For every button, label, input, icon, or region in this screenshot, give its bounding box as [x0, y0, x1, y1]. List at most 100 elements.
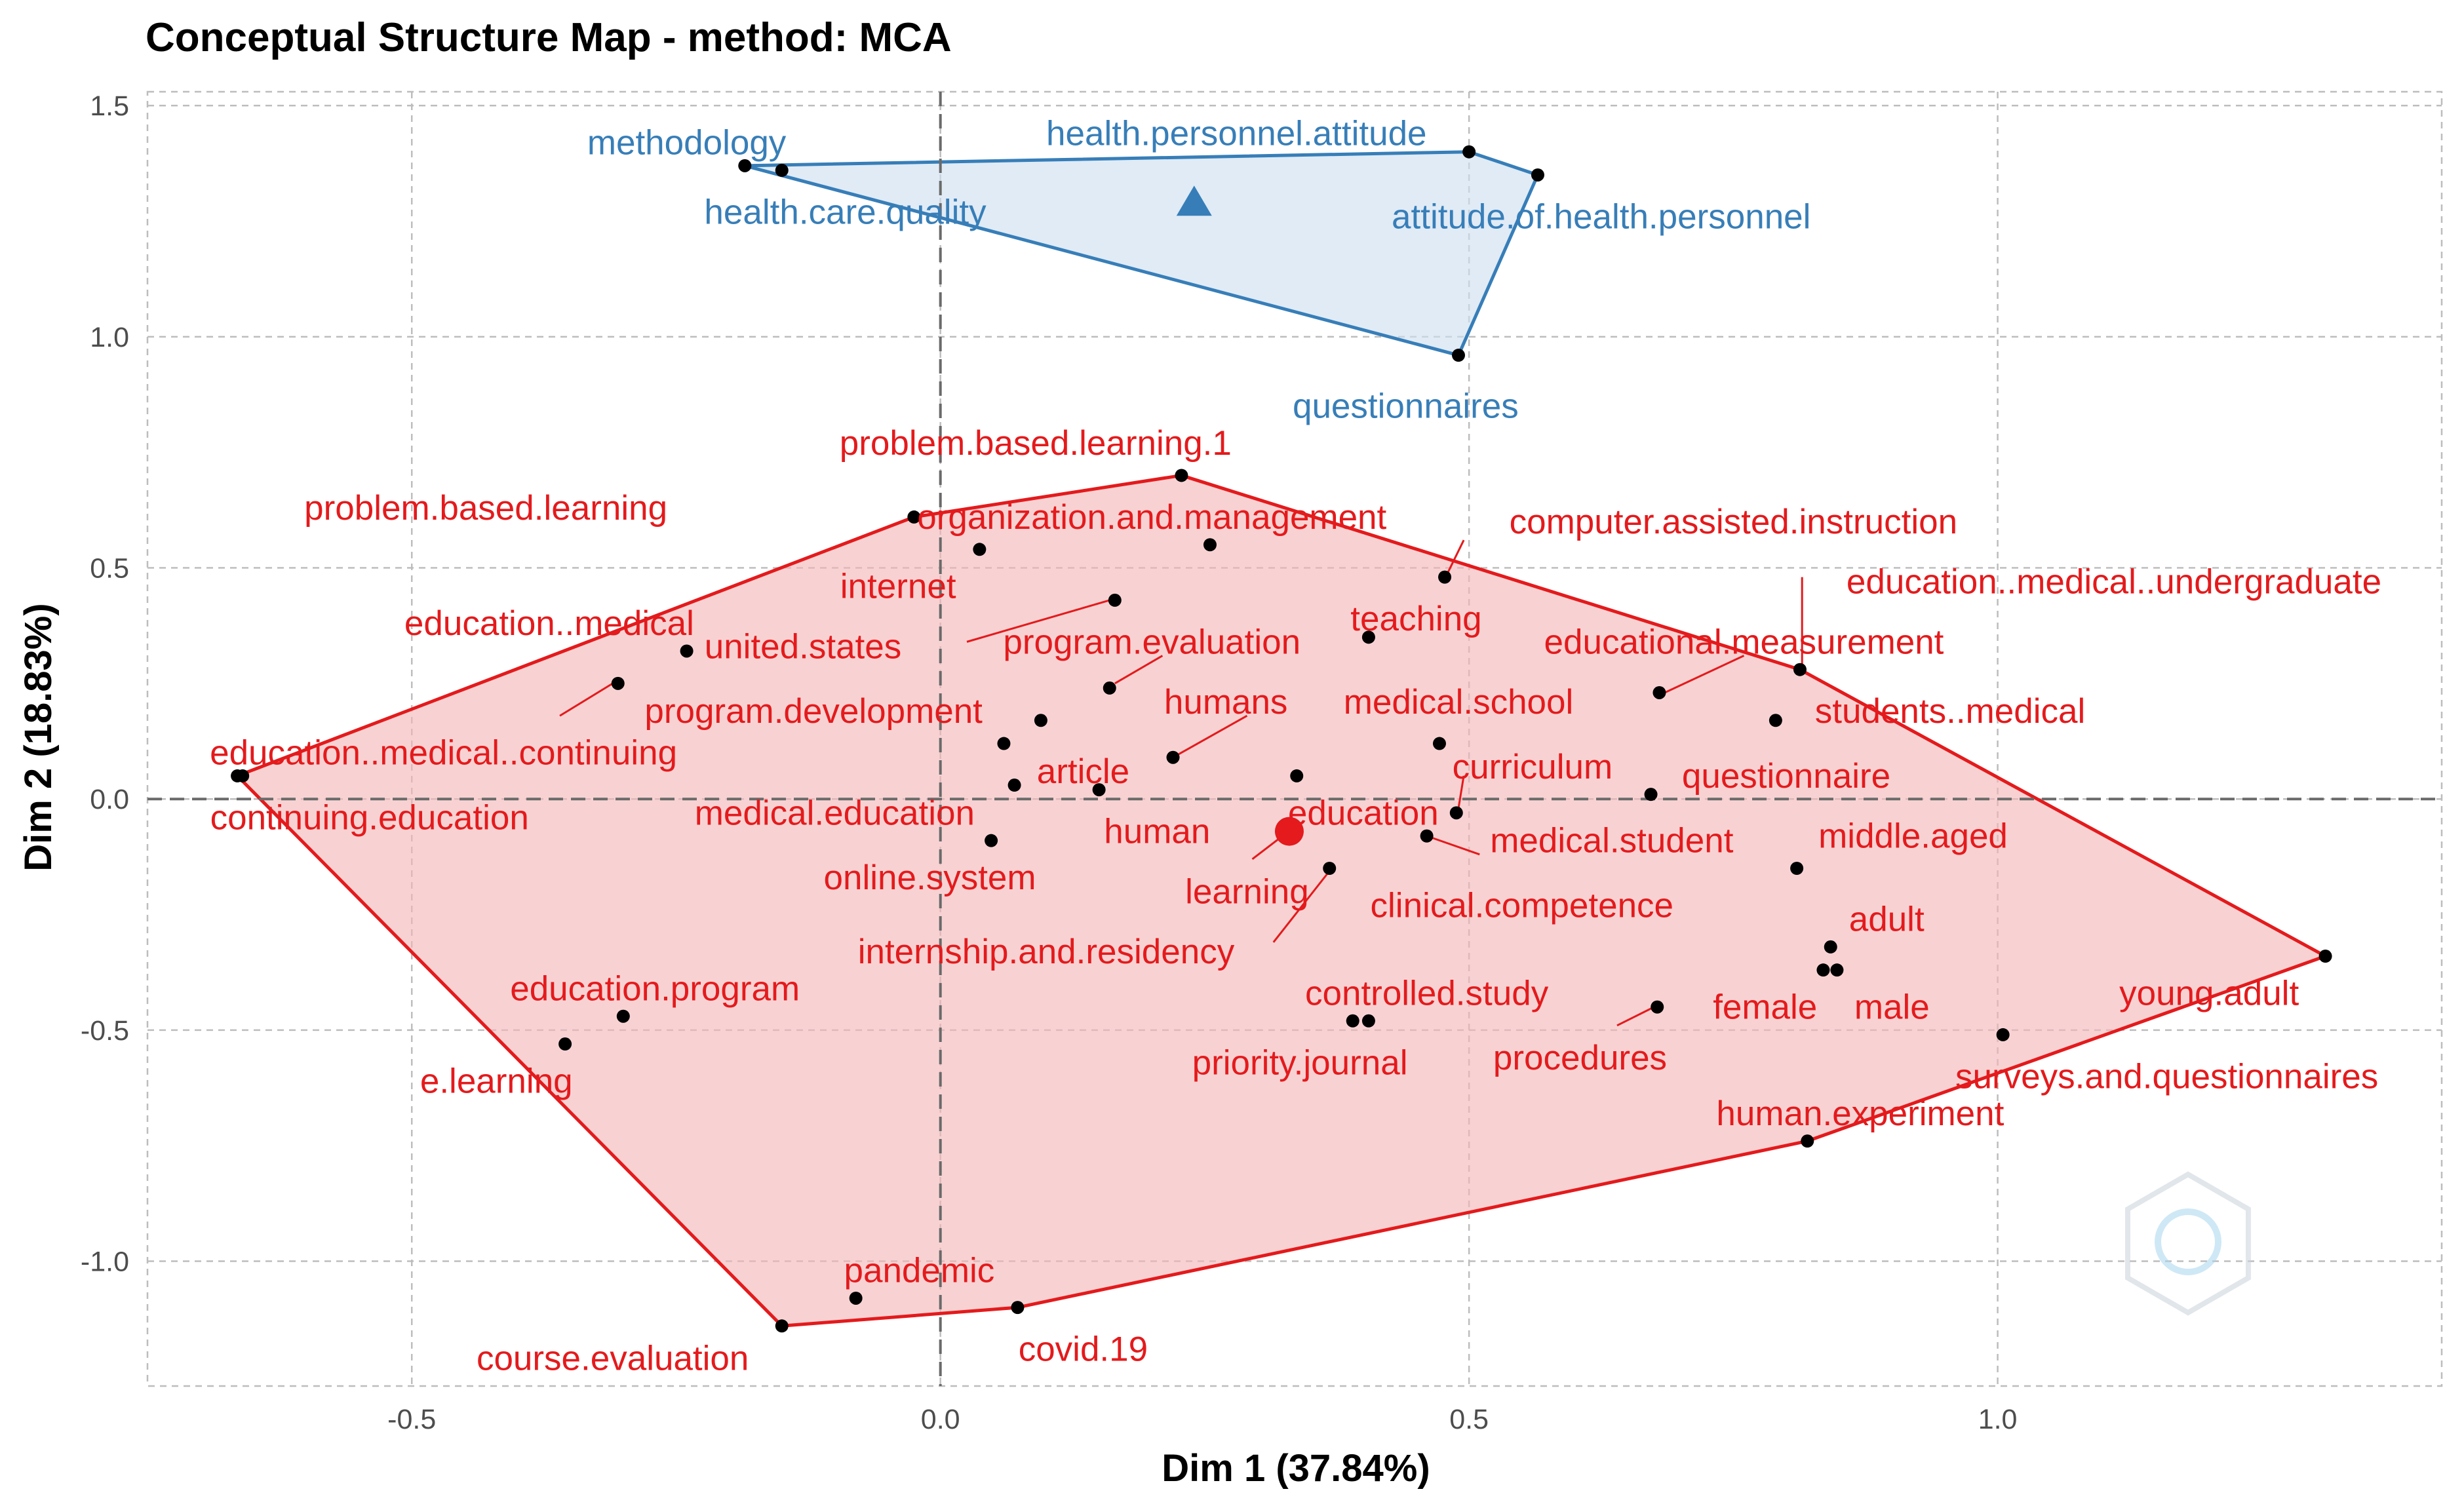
x-tick-label: 0.0 — [921, 1404, 960, 1435]
data-point — [1769, 714, 1782, 727]
x-tick-label: -0.5 — [387, 1404, 436, 1435]
data-point — [1462, 145, 1476, 159]
point-label: e.learning — [420, 1062, 573, 1100]
data-point — [1203, 538, 1217, 552]
data-point — [558, 1037, 572, 1051]
data-point — [1011, 1301, 1025, 1315]
point-label: medical.education — [695, 794, 975, 832]
data-point — [1793, 663, 1807, 676]
point-label: priority.journal — [1192, 1043, 1408, 1082]
point-label: middle.aged — [1818, 817, 2008, 856]
point-label: health.personnel.attitude — [1046, 114, 1427, 153]
data-point — [1644, 788, 1658, 801]
point-label: male — [1854, 988, 1930, 1027]
data-point — [1531, 168, 1544, 182]
point-label: human.experiment — [1716, 1094, 2004, 1133]
y-tick-label: 0.0 — [90, 784, 129, 815]
data-point — [2318, 950, 2332, 963]
point-label: clinical.competence — [1371, 886, 1674, 925]
point-label: education.program — [510, 969, 800, 1008]
data-point — [1432, 737, 1446, 750]
point-label: students..medical — [1815, 692, 2085, 731]
data-point — [1824, 940, 1837, 954]
data-point — [1816, 963, 1830, 977]
point-label: human — [1104, 813, 1210, 851]
point-label: problem.based.learning.1 — [840, 424, 1232, 463]
data-point — [1652, 685, 1666, 699]
data-point — [997, 737, 1011, 750]
data-point — [1449, 806, 1463, 820]
data-point — [1034, 714, 1047, 727]
point-label: article — [1037, 752, 1129, 791]
label-leader-line — [1172, 714, 1248, 759]
data-point — [775, 1319, 789, 1333]
label-leader-line — [1272, 868, 1333, 943]
point-label: internship.and.residency — [858, 933, 1235, 971]
point-label: adult — [1849, 900, 1925, 939]
point-label: problem.based.learning — [304, 489, 667, 528]
y-axis-title: Dim 2 (18.83%) — [17, 603, 60, 871]
point-label: medical.student — [1490, 822, 1733, 860]
label-leader-line — [1447, 539, 1465, 573]
data-point — [236, 769, 250, 782]
data-point — [738, 159, 752, 172]
data-point — [1830, 963, 1844, 977]
point-label: learning — [1185, 872, 1309, 911]
cluster-2-centroid — [1176, 185, 1212, 216]
label-leader-line — [1114, 655, 1164, 685]
data-point — [680, 644, 694, 658]
point-label: humans — [1164, 683, 1288, 722]
point-label: teaching — [1350, 600, 1481, 638]
y-tick-label: -1.0 — [81, 1246, 129, 1278]
x-tick-label: 0.5 — [1449, 1404, 1489, 1435]
label-leader-line — [1426, 835, 1480, 856]
data-point — [1361, 630, 1375, 644]
data-point — [1452, 349, 1465, 362]
label-leader-line — [559, 682, 614, 717]
data-point — [1438, 570, 1452, 584]
data-point — [1166, 750, 1180, 764]
point-label: attitude.of.health.personnel — [1392, 197, 1810, 236]
watermark-logo-icon — [2125, 1171, 2251, 1316]
point-label: curriculum — [1453, 748, 1613, 786]
point-label: methodology — [587, 124, 787, 163]
data-point — [1092, 783, 1106, 797]
point-label: medical.school — [1344, 683, 1574, 722]
point-label: internet — [840, 568, 956, 606]
x-tick-label: 1.0 — [1978, 1404, 2018, 1435]
point-label: controlled.study — [1305, 974, 1549, 1012]
data-point — [1007, 779, 1021, 792]
point-label: education..medical — [404, 604, 694, 643]
label-leader-line — [1457, 775, 1465, 809]
chart-title: Conceptual Structure Map - method: MCA — [146, 15, 952, 60]
point-label: education..medical..continuing — [210, 734, 677, 773]
point-label: pandemic — [844, 1252, 995, 1290]
data-point — [1108, 593, 1122, 607]
y-tick-label: 1.5 — [90, 90, 129, 122]
data-point — [973, 543, 987, 556]
point-label: female — [1713, 988, 1817, 1027]
point-label: surveys.and.questionnaires — [1955, 1057, 2378, 1096]
point-label: computer.assisted.instruction — [1510, 503, 1957, 541]
data-point — [1790, 862, 1804, 875]
y-tick-label: -0.5 — [81, 1015, 129, 1047]
data-point — [1103, 681, 1116, 695]
data-point — [1651, 1000, 1664, 1014]
point-label: online.system — [824, 858, 1036, 897]
point-label: young.adult — [2119, 974, 2299, 1012]
point-label: educational.measurement — [1544, 623, 1944, 661]
point-label: united.states — [705, 627, 902, 666]
data-point — [907, 510, 921, 524]
cluster-2-hull — [743, 150, 1540, 357]
point-label: covid.19 — [1019, 1330, 1148, 1369]
point-label: course.evaluation — [477, 1340, 749, 1378]
label-leader-line — [1664, 655, 1745, 694]
label-leader-line — [966, 599, 1110, 643]
data-point — [1801, 1134, 1814, 1148]
y-tick-label: 1.0 — [90, 322, 129, 353]
data-point — [1420, 829, 1434, 843]
y-tick-label: 0.5 — [90, 553, 129, 585]
point-label: questionnaire — [1682, 757, 1890, 796]
data-point — [775, 163, 789, 177]
